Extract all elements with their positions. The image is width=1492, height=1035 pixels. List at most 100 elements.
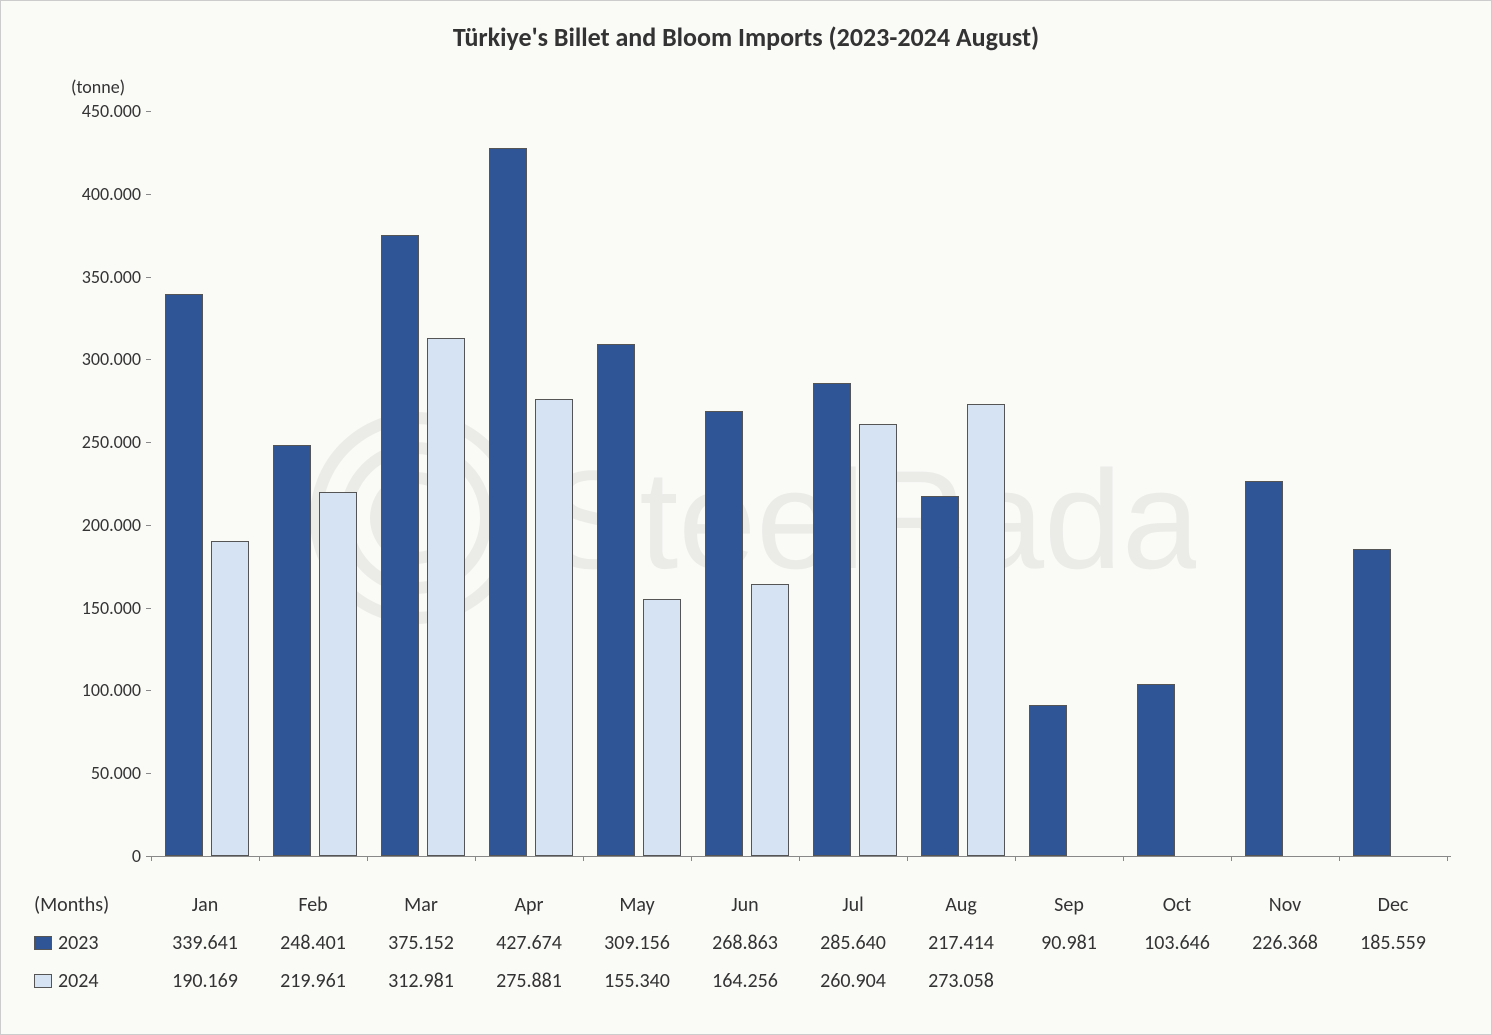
x-tick xyxy=(1015,856,1016,861)
x-tick xyxy=(367,856,368,861)
value-2023-oct: 103.646 xyxy=(1123,931,1231,955)
value-2024-jul: 260.904 xyxy=(799,969,907,993)
y-tick xyxy=(146,773,151,774)
month-header-feb: Feb xyxy=(259,893,367,917)
x-tick xyxy=(907,856,908,861)
bar-2023-mar xyxy=(381,235,419,856)
legend-label-2024: 2024 xyxy=(58,969,99,993)
y-tick xyxy=(146,111,151,112)
bar-2024-aug xyxy=(967,404,1005,856)
y-tick xyxy=(146,359,151,360)
value-2023-feb: 248.401 xyxy=(259,931,367,955)
series-2024-row: 2024 190.169219.961312.981275.881155.340… xyxy=(26,962,1456,1000)
y-tick xyxy=(146,194,151,195)
value-2023-may: 309.156 xyxy=(583,931,691,955)
y-tick xyxy=(146,442,151,443)
y-tick-label: 300.000 xyxy=(82,348,141,370)
y-tick-label: 350.000 xyxy=(82,266,141,288)
bar-2024-feb xyxy=(319,492,357,856)
month-header-nov: Nov xyxy=(1231,893,1339,917)
month-header-sep: Sep xyxy=(1015,893,1123,917)
value-2023-jul: 285.640 xyxy=(799,931,907,955)
legend-2024: 2024 xyxy=(26,969,151,993)
x-tick xyxy=(1339,856,1340,861)
month-header-jan: Jan xyxy=(151,893,259,917)
months-header: (Months) xyxy=(26,893,151,917)
chart-title: Türkiye's Billet and Bloom Imports (2023… xyxy=(1,21,1491,53)
bar-2023-jun xyxy=(705,411,743,856)
x-tick xyxy=(475,856,476,861)
value-2024-jan: 190.169 xyxy=(151,969,259,993)
x-tick xyxy=(259,856,260,861)
month-header-may: May xyxy=(583,893,691,917)
value-2023-dec: 185.559 xyxy=(1339,931,1447,955)
y-tick-label: 50.000 xyxy=(91,762,141,784)
x-tick xyxy=(1447,856,1448,861)
month-header-apr: Apr xyxy=(475,893,583,917)
x-tick xyxy=(583,856,584,861)
x-tick xyxy=(151,856,152,861)
value-2024-jun: 164.256 xyxy=(691,969,799,993)
y-tick-label: 450.000 xyxy=(82,100,141,122)
month-header-oct: Oct xyxy=(1123,893,1231,917)
value-2023-apr: 427.674 xyxy=(475,931,583,955)
bar-2024-jan xyxy=(211,541,249,856)
legend-swatch-2023 xyxy=(34,936,52,950)
y-tick xyxy=(146,690,151,691)
value-2023-nov: 226.368 xyxy=(1231,931,1339,955)
value-2023-jun: 268.863 xyxy=(691,931,799,955)
bar-2024-may xyxy=(643,599,681,856)
bar-2023-dec xyxy=(1353,549,1391,856)
value-2023-sep: 90.981 xyxy=(1015,931,1123,955)
month-header-aug: Aug xyxy=(907,893,1015,917)
x-tick xyxy=(799,856,800,861)
bar-2023-jan xyxy=(165,294,203,856)
legend-swatch-2024 xyxy=(34,974,52,988)
bar-2024-mar xyxy=(427,338,465,856)
y-tick xyxy=(146,277,151,278)
bar-2023-may xyxy=(597,344,635,856)
value-2024-aug: 273.058 xyxy=(907,969,1015,993)
value-2024-feb: 219.961 xyxy=(259,969,367,993)
month-header-jun: Jun xyxy=(691,893,799,917)
chart-container: Türkiye's Billet and Bloom Imports (2023… xyxy=(0,0,1492,1035)
value-2023-mar: 375.152 xyxy=(367,931,475,955)
value-2023-jan: 339.641 xyxy=(151,931,259,955)
y-tick xyxy=(146,608,151,609)
y-tick-label: 150.000 xyxy=(82,597,141,619)
x-tick xyxy=(691,856,692,861)
bar-2023-oct xyxy=(1137,684,1175,856)
bar-2023-jul xyxy=(813,383,851,856)
x-tick xyxy=(1231,856,1232,861)
bar-2024-jun xyxy=(751,584,789,856)
bar-2023-apr xyxy=(489,148,527,856)
y-tick-label: 400.000 xyxy=(82,183,141,205)
y-tick-label: 200.000 xyxy=(82,514,141,536)
y-axis-unit: (tonne) xyxy=(71,76,125,98)
bar-2024-jul xyxy=(859,424,897,856)
value-2024-apr: 275.881 xyxy=(475,969,583,993)
value-2023-aug: 217.414 xyxy=(907,931,1015,955)
legend-label-2023: 2023 xyxy=(58,931,99,955)
plot-area xyxy=(151,111,1451,856)
y-tick-label: 250.000 xyxy=(82,431,141,453)
value-2024-mar: 312.981 xyxy=(367,969,475,993)
y-tick xyxy=(146,525,151,526)
y-axis-labels: 050.000100.000150.000200.000250.000300.0… xyxy=(1,111,146,856)
x-tick xyxy=(1123,856,1124,861)
month-header-dec: Dec xyxy=(1339,893,1447,917)
legend-2023: 2023 xyxy=(26,931,151,955)
bar-2024-apr xyxy=(535,399,573,856)
month-header-jul: Jul xyxy=(799,893,907,917)
x-axis-line xyxy=(151,856,1451,857)
months-row: (Months) JanFebMarAprMayJunJulAugSepOctN… xyxy=(26,886,1456,924)
bar-2023-feb xyxy=(273,445,311,856)
month-header-mar: Mar xyxy=(367,893,475,917)
bar-2023-sep xyxy=(1029,705,1067,856)
value-2024-may: 155.340 xyxy=(583,969,691,993)
bar-2023-aug xyxy=(921,496,959,856)
bar-2023-nov xyxy=(1245,481,1283,856)
y-tick-label: 100.000 xyxy=(82,679,141,701)
data-table: (Months) JanFebMarAprMayJunJulAugSepOctN… xyxy=(26,886,1456,1000)
y-tick-label: 0 xyxy=(132,845,141,867)
